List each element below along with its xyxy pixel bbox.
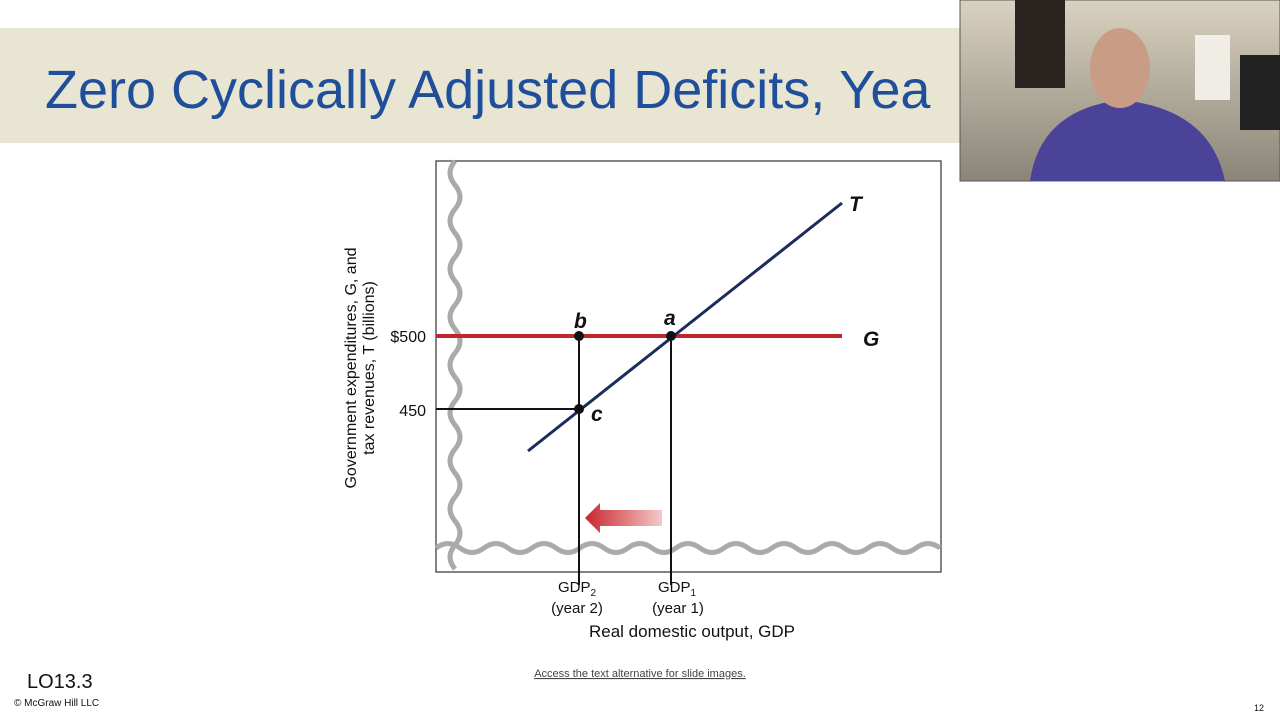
x-tick-sub: 2 [590, 588, 596, 599]
x-tick-sub: 1 [690, 588, 696, 599]
objective: LO13.3 [27, 671, 93, 693]
y-tick-label: $500 [390, 329, 426, 346]
x-tick-label: GDP2 [558, 579, 597, 599]
line-label: G [863, 328, 879, 351]
monitor [1240, 55, 1280, 130]
y-axis-label: tax revenues, T (billions) [361, 281, 378, 455]
axis-break [434, 541, 942, 555]
frame [435, 160, 942, 573]
x-tick-note: (year 1) [652, 600, 704, 617]
point-label: c [591, 403, 603, 426]
wall-picture [1015, 0, 1065, 88]
copyright: © McGraw Hill LLC [14, 698, 99, 709]
diagram: a b c T G $500 450 Government expenditur… [343, 159, 942, 641]
person-head [1090, 28, 1150, 108]
axis-break [447, 159, 463, 571]
page-number: 12 [1254, 703, 1264, 713]
webcam [959, 0, 1280, 182]
slide-title: Zero Cyclically Adjusted Deficits, Yea [45, 60, 931, 120]
x-tick-note: (year 2) [551, 600, 603, 617]
point [666, 331, 676, 341]
point [574, 331, 584, 341]
x-tick-text: GDP [658, 579, 691, 596]
x-tick-text: GDP [558, 579, 591, 596]
x-tick-label: GDP1 [658, 579, 697, 599]
y-tick-label: 450 [399, 403, 426, 420]
shift-arrow [585, 503, 662, 533]
x-axis-label: Real domestic output, GDP [589, 622, 795, 641]
line-label: T [849, 193, 864, 216]
point-label: b [574, 310, 587, 333]
text-alternative-link[interactable]: Access the text alternative for slide im… [534, 668, 746, 680]
wall-item [1195, 35, 1230, 100]
y-axis-label: Government expenditures, G, and [343, 247, 360, 488]
person-shirt [1030, 100, 1225, 181]
point-label: a [664, 307, 676, 330]
point [574, 404, 584, 414]
